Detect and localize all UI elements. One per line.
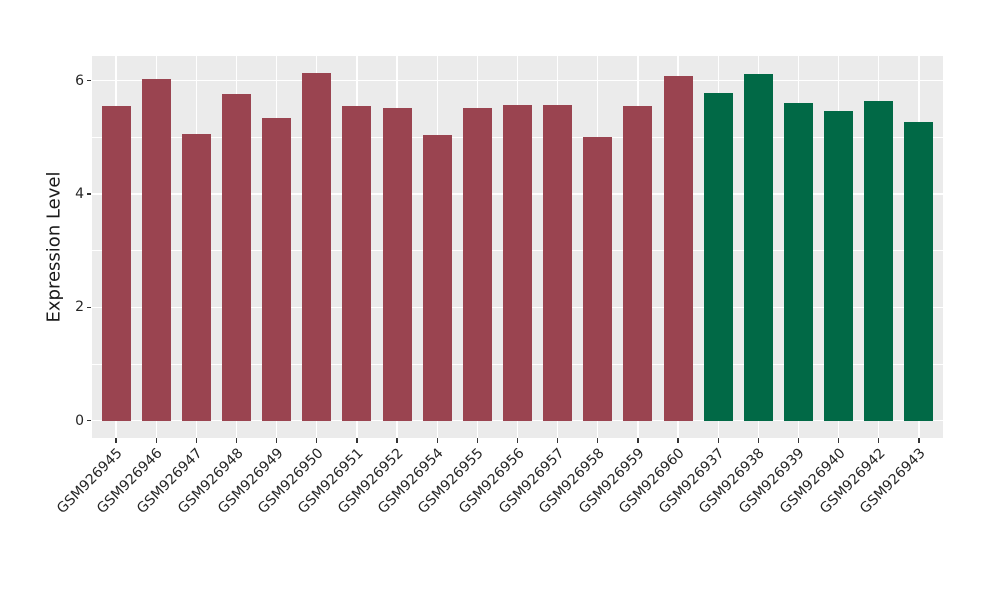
bar-GSM926952 [382,107,412,421]
x-tick-mark [837,438,840,443]
y-tick-label: 4 [75,186,84,202]
y-tick-label: 2 [75,299,84,316]
bar-GSM926950 [302,73,332,421]
bar-GSM926940 [824,111,854,421]
x-tick-mark [155,438,157,443]
y-tick-mark [86,419,91,422]
y-tick-mark [86,193,91,195]
x-tick-mark [878,438,880,443]
bar-GSM926943 [904,122,934,421]
x-tick-mark [356,438,358,443]
x-tick-mark [717,438,719,443]
x-tick-mark [476,438,479,443]
x-tick-mark [516,438,519,443]
bar-GSM926959 [623,106,653,421]
bar-GSM926957 [543,105,573,421]
x-tick-mark [316,438,318,443]
x-tick-mark [115,438,117,443]
bar-GSM926951 [342,105,372,421]
bar-GSM926946 [141,79,171,421]
expression-level-bar-chart: Expression Level 0 2 4 6 GSM926945 GSM926946 G… [43,56,943,517]
bar-GSM926960 [663,75,693,421]
x-tick-mark [597,438,599,443]
x-tick-mark [396,438,398,443]
bar-GSM926937 [703,92,733,421]
x-tick-mark [195,438,198,443]
bar-GSM926942 [864,100,894,421]
plot-panel [92,56,943,438]
bar-GSM926956 [503,105,532,421]
y-tick-label: 6 [75,72,84,89]
bar-GSM926945 [101,105,131,421]
bar-GSM926954 [422,135,452,421]
x-tick-mark [436,438,438,443]
bar-GSM926958 [583,136,613,421]
bar-GSM926939 [783,103,813,421]
y-tick-label: 0 [75,412,84,429]
major-gridline [92,419,943,422]
bar-GSM926947 [181,133,211,421]
x-tick-mark [637,438,639,443]
bar-GSM926955 [462,107,492,421]
bar-GSM926938 [743,73,773,421]
x-tick-mark [757,438,760,443]
y-tick-mark [86,80,91,82]
x-tick-mark [918,438,920,443]
bar-GSM926949 [262,117,292,421]
y-tick-mark [86,306,91,308]
x-tick-mark [275,438,278,443]
x-tick-mark [797,438,800,443]
major-gridline [92,79,943,82]
x-tick-mark [677,438,679,443]
x-tick-mark [235,438,238,443]
bar-GSM926948 [222,93,251,421]
x-tick-mark [556,438,559,443]
